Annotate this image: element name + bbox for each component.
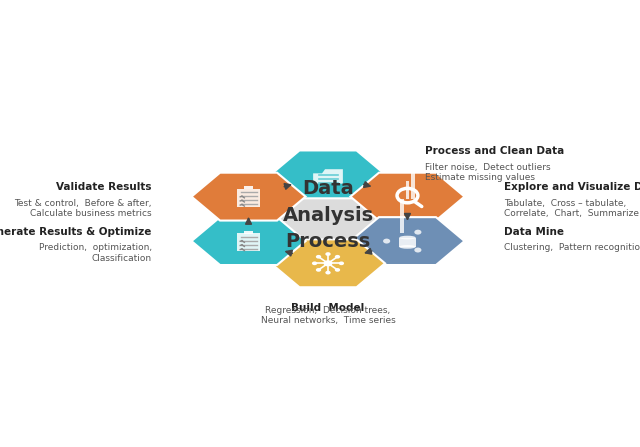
Circle shape: [325, 271, 331, 274]
Circle shape: [312, 261, 317, 265]
Bar: [244, 231, 253, 234]
Text: Data Mine: Data Mine: [504, 227, 564, 236]
Text: Validate Results: Validate Results: [56, 182, 152, 192]
Ellipse shape: [399, 245, 415, 249]
Bar: [237, 189, 260, 207]
Text: Clustering,  Pattern recognition: Clustering, Pattern recognition: [504, 243, 640, 252]
Ellipse shape: [399, 236, 415, 240]
Bar: [411, 137, 415, 198]
Circle shape: [324, 260, 332, 266]
Polygon shape: [191, 173, 305, 220]
Circle shape: [316, 255, 321, 259]
Bar: [244, 186, 253, 190]
Circle shape: [383, 239, 390, 244]
Text: Test & control,  Before & after,
Calculate business metrics: Test & control, Before & after, Calculat…: [14, 199, 152, 218]
Circle shape: [414, 230, 422, 235]
Polygon shape: [313, 169, 343, 184]
Text: Tabulate,  Cross – tabulate,
Correlate,  Chart,  Summarize: Tabulate, Cross – tabulate, Correlate, C…: [504, 199, 639, 218]
Text: Explore and Visualize Data: Explore and Visualize Data: [504, 182, 640, 192]
Text: Regression,  Decision trees,
Neural networks,  Time series: Regression, Decision trees, Neural netwo…: [260, 306, 396, 325]
Bar: [399, 237, 415, 247]
Polygon shape: [351, 173, 465, 220]
Polygon shape: [351, 217, 465, 265]
Circle shape: [325, 252, 331, 256]
Bar: [237, 233, 260, 251]
Text: Generate Results & Optimize: Generate Results & Optimize: [0, 227, 152, 236]
Text: Data
Analysis
Process: Data Analysis Process: [282, 179, 374, 251]
Text: Process and Clean Data: Process and Clean Data: [425, 146, 564, 156]
Circle shape: [316, 268, 321, 272]
Circle shape: [335, 255, 340, 259]
Bar: [401, 198, 404, 233]
Bar: [406, 181, 409, 198]
Polygon shape: [241, 182, 415, 255]
Text: Prediction,  optimization,
Classification: Prediction, optimization, Classification: [38, 243, 152, 263]
Polygon shape: [271, 151, 385, 198]
Text: Build  Model: Build Model: [291, 303, 365, 312]
Circle shape: [339, 261, 344, 265]
Circle shape: [414, 248, 422, 253]
Circle shape: [335, 268, 340, 272]
Text: Filter noise,  Detect outliers
Estimate missing values: Filter noise, Detect outliers Estimate m…: [425, 163, 550, 182]
Polygon shape: [271, 240, 385, 287]
Polygon shape: [191, 217, 305, 265]
